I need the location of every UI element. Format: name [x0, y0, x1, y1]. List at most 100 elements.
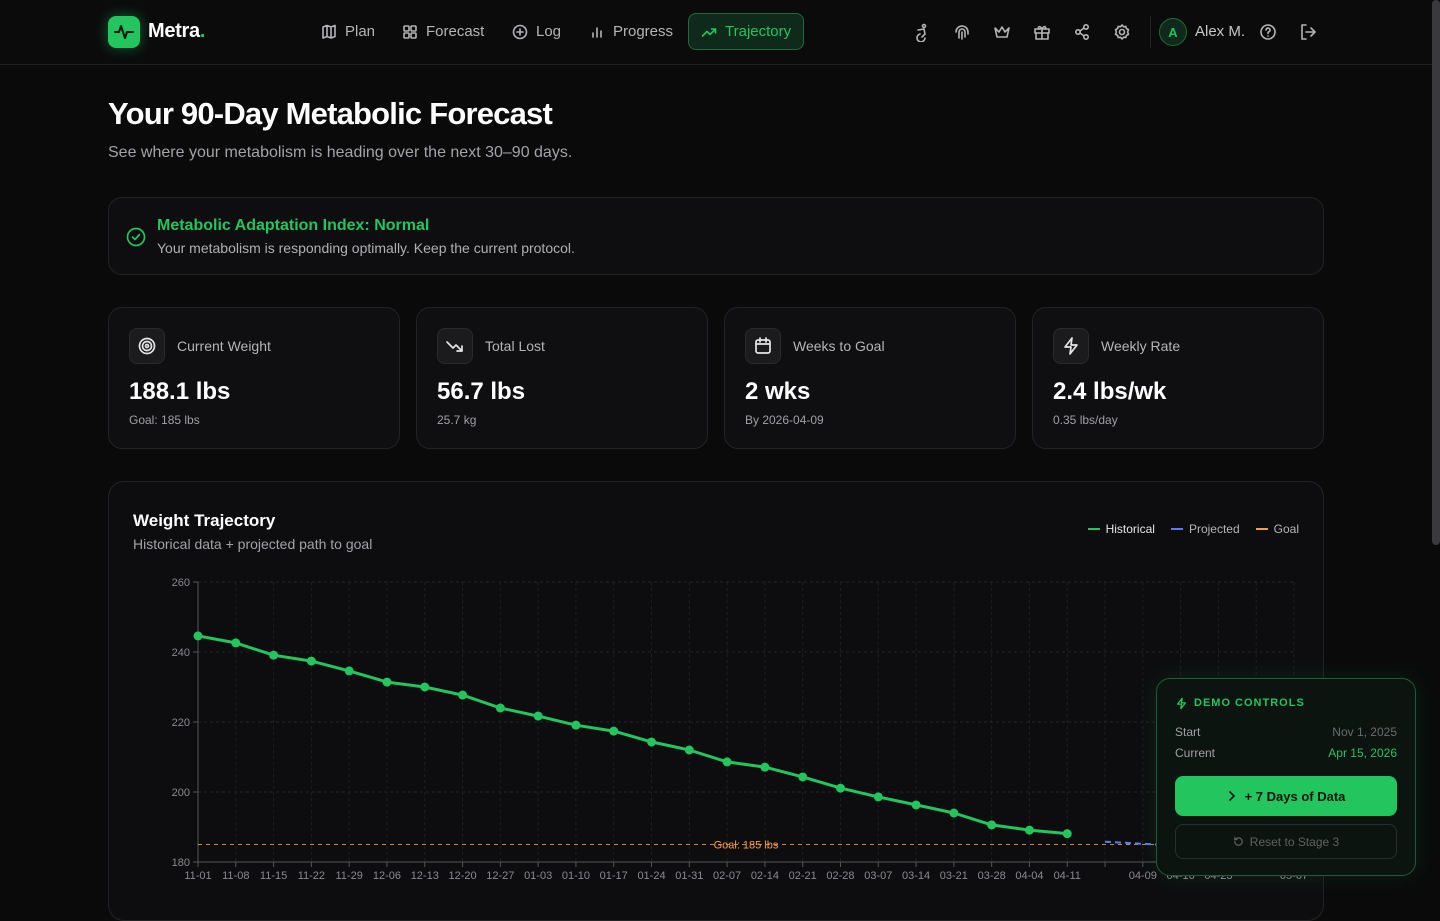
data-point: [458, 690, 468, 700]
demo-row: Start Nov 1, 2025: [1175, 725, 1397, 739]
data-point: [1062, 829, 1072, 839]
icon-help[interactable]: [1258, 22, 1278, 42]
legend: Historical Projected Goal: [1087, 522, 1299, 536]
data-point: [722, 757, 732, 767]
x-tick-label: 02-21: [789, 870, 817, 882]
logo[interactable]: [108, 16, 140, 48]
x-tick-label: 12-20: [448, 870, 476, 882]
brand-dot: .: [199, 20, 206, 42]
stat-value: 2 wks: [745, 378, 811, 405]
nav-item[interactable]: Plan: [308, 13, 388, 50]
data-point: [306, 656, 316, 666]
x-tick-label: 02-28: [826, 870, 854, 882]
stat-card: Current Weight 188.1 lbs Goal: 185 lbs: [108, 307, 400, 449]
x-tick-label: 03-07: [864, 870, 892, 882]
stat-icon: [745, 328, 781, 364]
nav-item[interactable]: Forecast: [389, 13, 497, 50]
data-point: [344, 666, 354, 676]
x-tick-label: 12-27: [486, 870, 514, 882]
demo-title: DEMO CONTROLS: [1194, 697, 1305, 709]
chart-title: Weight Trajectory: [133, 511, 276, 530]
y-tick-label: 180: [172, 857, 190, 869]
x-tick-label: 02-14: [751, 870, 779, 882]
alert-icon: [126, 227, 146, 247]
stat-icon: [437, 328, 473, 364]
data-point: [571, 720, 581, 730]
page-title: Your 90-Day Metabolic Forecast: [108, 96, 553, 131]
stat-icon: [129, 328, 165, 364]
legend-swatch: [1255, 528, 1268, 530]
x-tick-label: 01-24: [637, 870, 665, 882]
scrollbar[interactable]: [1432, 0, 1440, 545]
stat-card: Weeks to Goal 2 wks By 2026-04-09: [724, 307, 1016, 449]
data-point: [798, 772, 808, 782]
goal-label: Goal: 185 lbs: [714, 840, 779, 852]
data-point: [533, 711, 543, 721]
alert-text: Your metabolism is responding optimally.…: [157, 240, 575, 256]
stat-card: Weekly Rate 2.4 lbs/wk 0.35 lbs/day: [1032, 307, 1324, 449]
data-point: [382, 677, 392, 687]
nav-item[interactable]: Progress: [576, 13, 686, 50]
stat-label: Weeks to Goal: [793, 338, 885, 354]
y-tick-label: 260: [172, 577, 190, 589]
brand[interactable]: Metra.: [148, 20, 205, 43]
stat-sub: By 2026-04-09: [745, 413, 824, 427]
chart-subtitle: Historical data + projected path to goal: [133, 536, 373, 552]
data-point: [873, 792, 883, 802]
nav-item[interactable]: Trajectory: [688, 13, 805, 50]
nav-label: Progress: [613, 23, 674, 40]
stat-value: 2.4 lbs/wk: [1053, 378, 1167, 405]
x-tick-label: 11-08: [222, 870, 249, 882]
icon-crown[interactable]: [992, 22, 1012, 42]
legend-item[interactable]: Projected: [1170, 522, 1240, 536]
x-tick-label: 01-17: [600, 870, 628, 882]
x-tick-label: 02-07: [713, 870, 741, 882]
icon-logout[interactable]: [1298, 22, 1318, 42]
page-subtitle: See where your metabolism is heading ove…: [108, 144, 573, 161]
data-point: [835, 783, 845, 793]
top-nav: Metra. Plan Forecast Log Progress Trajec…: [0, 0, 1440, 65]
icon-gift[interactable]: [1032, 22, 1052, 42]
x-tick-label: 01-31: [675, 870, 703, 882]
stat-card: Total Lost 56.7 lbs 25.7 kg: [416, 307, 708, 449]
legend-label: Projected: [1188, 522, 1240, 536]
data-point: [760, 762, 770, 772]
avatar[interactable]: A: [1159, 18, 1187, 46]
icon-fingerprint[interactable]: [952, 22, 972, 42]
user-name[interactable]: Alex M.: [1195, 23, 1246, 40]
x-tick-label: 01-10: [562, 870, 590, 882]
button-label: Reset to Stage 3: [1249, 834, 1340, 849]
icon-share[interactable]: [1072, 22, 1092, 42]
data-point: [949, 808, 959, 818]
icon-settings[interactable]: [1112, 22, 1132, 42]
chart-card: [108, 481, 1324, 921]
x-tick-label: 04-09: [1129, 870, 1157, 882]
x-tick-label: 11-29: [336, 870, 363, 882]
icon-accessibility[interactable]: [912, 22, 932, 43]
alert-title: Metabolic Adaptation Index: Normal: [157, 217, 430, 234]
y-tick-label: 200: [172, 787, 190, 799]
brand-name: Metra: [148, 20, 200, 42]
x-tick-label: 03-21: [940, 870, 968, 882]
nav-label: Log: [536, 23, 562, 40]
demo-row-label: Start: [1175, 725, 1201, 739]
button-label: + 7 Days of Data: [1244, 788, 1346, 804]
x-tick-label: 03-28: [978, 870, 1006, 882]
x-tick-label: 04-04: [1015, 870, 1043, 882]
stat-sub: 0.35 lbs/day: [1053, 413, 1118, 427]
data-point: [684, 745, 694, 755]
demo-icon: [1176, 697, 1187, 710]
logo-icon: [114, 25, 134, 39]
nav-item[interactable]: Log: [499, 13, 574, 50]
legend-item[interactable]: Historical: [1087, 522, 1155, 536]
nav-label: Plan: [345, 23, 376, 40]
y-tick-label: 240: [172, 647, 190, 659]
demo-panel: DEMO CONTROLS Start Nov 1, 2025 Current Ap…: [1156, 678, 1416, 876]
stat-label: Total Lost: [485, 338, 545, 354]
x-tick-label: 11-01: [184, 870, 211, 882]
legend-item[interactable]: Goal: [1255, 522, 1299, 536]
reset-button[interactable]: Reset to Stage 3: [1175, 824, 1397, 859]
data-point: [647, 737, 657, 747]
demo-row-value: Apr 15, 2026: [1328, 746, 1397, 760]
add-days-button[interactable]: + 7 Days of Data: [1175, 776, 1397, 816]
